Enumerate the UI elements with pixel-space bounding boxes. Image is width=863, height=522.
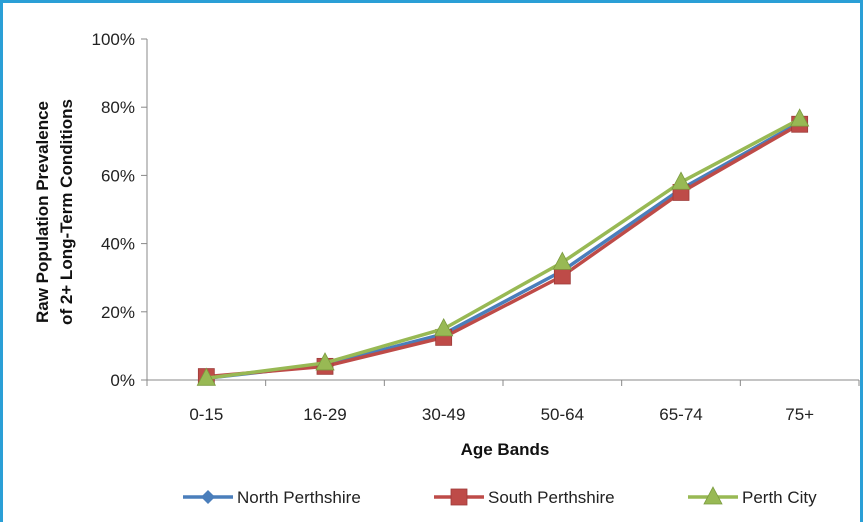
x-tick-label: 75+ [785, 405, 814, 424]
legend-label: North Perthshire [237, 488, 361, 507]
legend-item: South Perthshire [434, 488, 615, 507]
x-axis-title: Age Bands [461, 440, 550, 459]
legend-item: Perth City [688, 486, 817, 507]
x-axis: 0-15 16-29 30-49 50-64 65-74 75+ [146, 379, 860, 424]
y-axis-title: Raw Population Prevalence of 2+ Long-Ter… [33, 99, 76, 325]
legend-item: North Perthshire [183, 488, 361, 507]
data-point [790, 108, 810, 127]
series-diamond [199, 115, 807, 386]
y-tick-label: 20% [101, 303, 135, 322]
data-point [671, 171, 691, 190]
y-tick-label: 40% [101, 235, 135, 254]
y-tick-label: 0% [110, 371, 135, 390]
legend-marker [450, 488, 468, 506]
series-line [206, 117, 801, 381]
series-line [206, 121, 801, 381]
legend-marker [201, 490, 215, 504]
legend-label: Perth City [742, 488, 817, 507]
legend-marker [703, 486, 723, 505]
legend: North Perthshire South Perthshire Perth Ci… [183, 486, 817, 507]
data-point [315, 352, 335, 371]
data-point [434, 317, 454, 337]
series-square [197, 115, 809, 385]
x-tick-label: 30-49 [422, 405, 465, 424]
x-tick-label: 0-15 [189, 405, 223, 424]
y-axis-title-line-2: of 2+ Long-Term Conditions [57, 99, 76, 325]
y-tick-label: 100% [92, 30, 135, 49]
x-tick-label: 16-29 [303, 405, 346, 424]
data-point [553, 267, 571, 285]
data-point [552, 251, 572, 270]
y-axis-title-line-1: Raw Population Prevalence [33, 101, 52, 323]
series-line [206, 122, 801, 379]
y-tick-label: 80% [101, 98, 135, 117]
x-tick-label: 50-64 [541, 405, 584, 424]
series-layer [196, 108, 810, 386]
data-point [196, 367, 216, 386]
y-axis: 0% 20% 40% 60% 80% 100% [92, 30, 148, 390]
legend-label: South Perthshire [488, 488, 615, 507]
y-tick-label: 60% [101, 166, 135, 185]
series-triangle [196, 108, 810, 386]
x-tick-label: 65-74 [659, 405, 702, 424]
